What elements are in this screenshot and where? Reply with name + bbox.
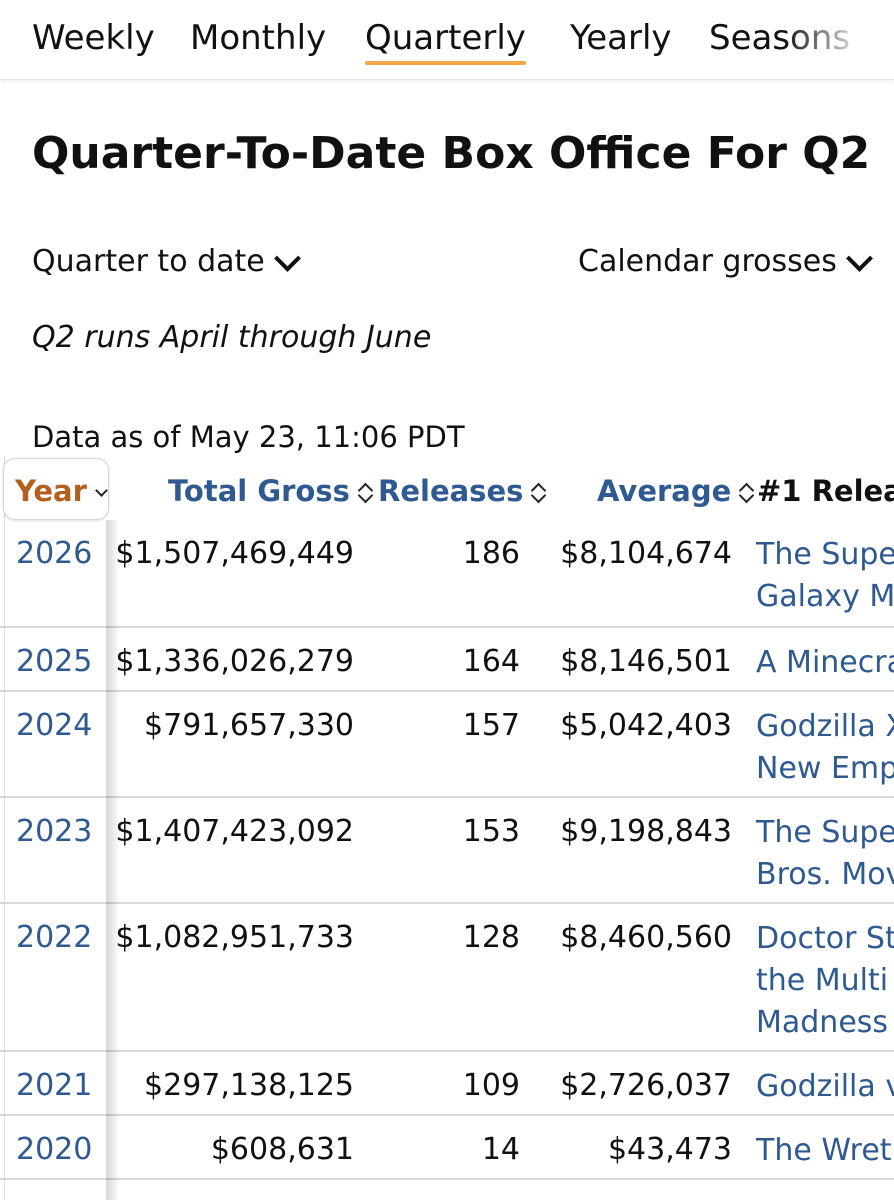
period-dropdown-label: Quarter to date — [32, 244, 265, 279]
top-release-link[interactable]: A Minecra — [756, 642, 894, 684]
top-release-line: New Emp — [756, 751, 894, 786]
average-cell: $8,146,501 — [560, 644, 732, 679]
sticky-column-shadow — [106, 520, 120, 1200]
average-cell: $8,460,560 — [560, 920, 732, 955]
year-column-header[interactable]: Year — [15, 474, 109, 508]
top-release-column-header: #1 Releas — [757, 474, 894, 508]
table-row: 2023 $1,407,423,092 153 $9,198,843 The S… — [0, 798, 894, 904]
top-release-line: The Supe — [756, 537, 894, 572]
year-link[interactable]: 2024 — [16, 708, 93, 743]
top-release-link[interactable]: Godzilla v — [756, 1066, 894, 1108]
average-header-label: Average — [597, 474, 732, 508]
gross-type-dropdown[interactable]: Calendar grosses — [578, 244, 873, 279]
table-row: 2024 $791,657,330 157 $5,042,403 Godzill… — [0, 692, 894, 798]
chevron-down-icon — [845, 248, 873, 276]
total-gross-cell: $1,336,026,279 — [115, 644, 354, 679]
gross-type-dropdown-label: Calendar grosses — [578, 244, 837, 279]
table-header: Year Total Gross Releases Average #1 Rel… — [0, 456, 894, 520]
total-gross-cell: $791,657,330 — [144, 708, 354, 743]
year-link[interactable]: 2023 — [16, 814, 93, 849]
quarter-note: Q2 runs April through June — [32, 320, 432, 355]
total-gross-cell: $1,507,469,449 — [115, 536, 354, 571]
year-link[interactable]: 2021 — [16, 1068, 93, 1103]
sort-icon — [529, 482, 547, 504]
average-cell: $8,104,674 — [560, 536, 732, 571]
top-release-line: the Multi — [756, 963, 889, 998]
tab-holidays[interactable]: H — [878, 18, 894, 58]
sort-descending-icon — [95, 486, 109, 500]
top-release-link[interactable]: The Wret — [756, 1130, 892, 1172]
top-release-line: Galaxy M — [756, 579, 894, 614]
chevron-down-icon — [273, 248, 301, 276]
releases-cell: 153 — [462, 814, 520, 849]
average-cell: $43,473 — [607, 1132, 732, 1167]
top-release-link[interactable]: Godzilla X New Emp — [756, 706, 894, 790]
top-release-link[interactable]: The Supe Galaxy M — [756, 534, 894, 618]
table-row: 2025 $1,336,026,279 164 $8,146,501 A Min… — [0, 628, 894, 692]
total-gross-cell: $1,407,423,092 — [115, 814, 354, 849]
box-office-table: Year Total Gross Releases Average #1 Rel… — [0, 456, 894, 1200]
page-title: Quarter-To-Date Box Office For Q2 — [32, 128, 871, 179]
top-release-link[interactable]: Doctor St the Multi Madness — [756, 918, 894, 1044]
releases-column-header[interactable]: Releases — [378, 474, 547, 508]
top-release-line: Godzilla X — [756, 709, 894, 744]
tab-weekly[interactable]: Weekly — [32, 18, 155, 58]
year-header-box — [3, 458, 109, 520]
total-gross-cell: $1,082,951,733 — [115, 920, 354, 955]
data-timestamp: Data as of May 23, 11:06 PDT — [32, 420, 465, 454]
total-gross-column-header[interactable]: Total Gross — [168, 474, 374, 508]
releases-cell: 164 — [462, 644, 520, 679]
year-link[interactable]: 2022 — [16, 920, 93, 955]
top-release-line: Bros. Mov — [756, 857, 894, 892]
year-column-sticky — [4, 456, 106, 1200]
sort-icon — [737, 482, 755, 504]
table-row: 2026 $1,507,469,449 186 $8,104,674 The S… — [0, 520, 894, 628]
top-release-line: The Wret — [756, 1133, 892, 1168]
total-gross-cell: $608,631 — [210, 1132, 354, 1167]
table-row: 2022 $1,082,951,733 128 $8,460,560 Docto… — [0, 904, 894, 1052]
year-link[interactable]: 2026 — [16, 536, 93, 571]
sort-icon — [356, 482, 374, 504]
tab-seasons[interactable]: Seasons — [709, 18, 851, 58]
top-release-line: A Minecra — [756, 645, 894, 680]
releases-cell: 186 — [462, 536, 520, 571]
top-release-line: Godzilla v — [756, 1069, 894, 1104]
top-release-line: Doctor St — [756, 921, 894, 956]
period-dropdown[interactable]: Quarter to date — [32, 244, 301, 279]
total-gross-cell: $297,138,125 — [144, 1068, 354, 1103]
table-row: 2021 $297,138,125 109 $2,726,037 Godzill… — [0, 1052, 894, 1116]
top-release-line: Madness — [756, 1005, 889, 1040]
releases-cell: 109 — [462, 1068, 520, 1103]
table-row: 2020 $608,631 14 $43,473 The Wret — [0, 1116, 894, 1180]
tab-yearly[interactable]: Yearly — [570, 18, 672, 58]
releases-cell: 157 — [462, 708, 520, 743]
total-gross-header-label: Total Gross — [168, 474, 350, 508]
tab-quarterly[interactable]: Quarterly — [365, 18, 526, 65]
year-link[interactable]: 2020 — [16, 1132, 93, 1167]
average-cell: $5,042,403 — [560, 708, 732, 743]
year-link[interactable]: 2025 — [16, 644, 93, 679]
average-cell: $9,198,843 — [560, 814, 732, 849]
top-release-line: The Supe — [756, 815, 894, 850]
year-header-label: Year — [15, 474, 87, 508]
releases-cell: 14 — [481, 1132, 520, 1167]
average-cell: $2,726,037 — [560, 1068, 732, 1103]
average-column-header[interactable]: Average — [597, 474, 755, 508]
top-release-link[interactable]: The Supe Bros. Mov — [756, 812, 894, 896]
period-tabs: Weekly Monthly Quarterly Yearly Seasons … — [0, 0, 894, 80]
tab-monthly[interactable]: Monthly — [190, 18, 327, 58]
releases-cell: 128 — [462, 920, 520, 955]
releases-header-label: Releases — [378, 474, 524, 508]
